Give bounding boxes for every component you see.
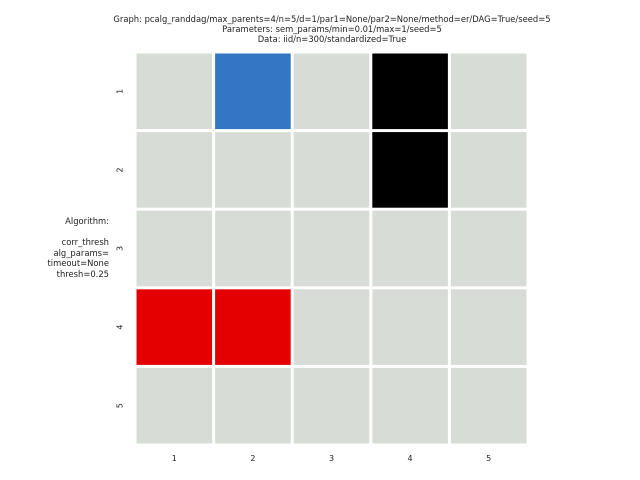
y-tick-label: 4 xyxy=(116,325,125,330)
heatmap-cell-r1-c1 xyxy=(136,53,213,130)
heatmap-cells xyxy=(136,53,527,444)
heatmap-cell-r2-c1 xyxy=(136,132,213,208)
heatmap-cell-r5-c5 xyxy=(450,367,527,444)
heatmap-cell-r5-c4 xyxy=(372,367,448,444)
heatmap-cell-r4-c5 xyxy=(450,289,527,365)
x-tick-label: 1 xyxy=(172,454,177,463)
heatmap-cell-r2-c5 xyxy=(450,132,527,208)
heatmap-cell-r3-c1 xyxy=(136,210,213,287)
chart-title: Graph: pcalg_randdag/max_parents=4/n=5/d… xyxy=(0,14,640,44)
heatmap-cell-r3-c2 xyxy=(215,210,291,287)
y-tick-label: 3 xyxy=(116,246,125,251)
title-line-graph: Graph: pcalg_randdag/max_parents=4/n=5/d… xyxy=(113,14,551,24)
x-tick-label: 3 xyxy=(329,454,334,463)
heatmap-cell-r3-c4 xyxy=(372,210,448,287)
x-tick-label: 2 xyxy=(250,454,255,463)
x-tick-label: 5 xyxy=(486,454,491,463)
heatmap-cell-r3-c3 xyxy=(293,210,370,287)
heatmap-cell-r3-c5 xyxy=(450,210,527,287)
y-tick-label: 2 xyxy=(116,167,125,172)
heatmap-cell-r1-c4 xyxy=(372,53,448,130)
x-axis-ticks: 1 2 3 4 5 xyxy=(172,454,491,463)
heatmap-cell-r5-c3 xyxy=(293,367,370,444)
y-tick-label: 5 xyxy=(116,403,125,408)
heatmap-cell-r4-c4 xyxy=(372,289,448,365)
heatmap-cell-r4-c2 xyxy=(215,289,291,365)
title-line-data: Data: iid/n=300/standardized=True xyxy=(257,34,407,44)
heatmap-cell-r2-c2 xyxy=(215,132,291,208)
y-tick-label: 1 xyxy=(116,89,125,94)
heatmap-cell-r1-c2 xyxy=(215,53,291,130)
heatmap-cell-r5-c1 xyxy=(136,367,213,444)
heatmap-cell-r5-c2 xyxy=(215,367,291,444)
heatmap-cell-r4-c1 xyxy=(136,289,213,365)
heatmap-cell-r2-c4 xyxy=(372,132,448,208)
x-tick-label: 4 xyxy=(408,454,413,463)
heatmap-cell-r1-c5 xyxy=(450,53,527,130)
heatmap-cell-r2-c3 xyxy=(293,132,370,208)
y-axis-ticks: 1 2 3 4 5 xyxy=(116,89,125,408)
algorithm-label: Algorithm: corr_thresh alg_params= timeo… xyxy=(47,216,109,279)
heatmap-cell-r1-c3 xyxy=(293,53,370,130)
heatmap-cell-r4-c3 xyxy=(293,289,370,365)
title-line-parameters: Parameters: sem_params/min=0.01/max=1/se… xyxy=(222,24,442,34)
